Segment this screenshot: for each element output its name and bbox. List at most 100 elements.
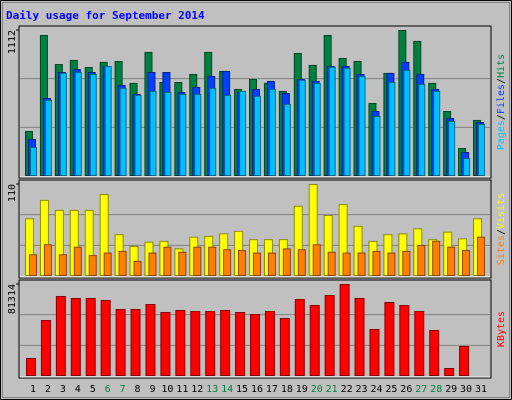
bar	[89, 73, 97, 176]
bar	[283, 103, 291, 176]
x-tick-label: 15	[236, 384, 248, 395]
bar	[115, 308, 126, 376]
legend-separator: /	[496, 229, 507, 235]
legend: Pages/Files/Hits	[496, 54, 507, 150]
bar	[133, 260, 142, 277]
bar	[148, 252, 157, 276]
legend: Sites/Visits	[496, 193, 507, 265]
x-tick-label: 27	[415, 384, 427, 395]
x-tick-label: 14	[221, 384, 233, 395]
bar	[373, 115, 381, 176]
bar	[324, 294, 335, 376]
bar	[388, 81, 396, 176]
bar	[118, 250, 127, 276]
bar	[190, 310, 201, 376]
bar	[70, 297, 81, 376]
y-tick-label: 110	[7, 184, 18, 202]
bar	[372, 250, 381, 276]
bar	[43, 244, 52, 277]
bar	[119, 87, 127, 176]
x-tick-label: 21	[326, 384, 338, 395]
legend-entry: Pages	[496, 120, 507, 150]
bar	[478, 124, 485, 176]
bar	[208, 246, 217, 277]
bar	[254, 95, 261, 176]
x-tick-label: 22	[341, 384, 353, 395]
bar	[433, 90, 441, 176]
legend-entry: Sites	[496, 235, 507, 265]
bar	[103, 252, 112, 276]
x-tick-label: 8	[135, 384, 141, 395]
bar	[267, 252, 276, 276]
bar	[399, 304, 410, 376]
bar	[354, 297, 365, 376]
x-tick-label: 13	[206, 384, 218, 395]
x-tick-label: 7	[120, 384, 126, 395]
bar	[343, 67, 351, 176]
x-tick-label: 6	[105, 384, 111, 395]
x-tick-label: 31	[475, 384, 487, 395]
bar	[30, 146, 37, 176]
bar	[387, 252, 396, 276]
bar	[358, 75, 366, 176]
bar	[462, 250, 471, 276]
bar	[327, 251, 336, 276]
bar	[59, 72, 67, 176]
bar	[253, 252, 261, 276]
bar	[205, 310, 216, 376]
bar	[163, 246, 172, 277]
legend-entry: Hits	[496, 54, 507, 78]
bar	[268, 88, 276, 176]
x-tick-label: 4	[75, 384, 81, 395]
bar	[298, 79, 306, 176]
bar	[235, 311, 246, 377]
x-tick-label: 25	[385, 384, 397, 395]
bar	[282, 248, 291, 276]
bar	[357, 252, 366, 276]
legend-separator: /	[496, 114, 507, 120]
bar	[328, 66, 336, 176]
bar	[145, 303, 156, 377]
x-tick-label: 17	[266, 384, 278, 395]
x-tick-label: 18	[281, 384, 293, 395]
bar	[193, 246, 202, 277]
x-tick-label: 29	[445, 384, 457, 395]
bar	[463, 158, 471, 176]
bar	[414, 310, 425, 376]
x-tick-label: 2	[45, 384, 51, 395]
legend-separator: /	[496, 78, 507, 84]
bar	[477, 236, 485, 276]
bar	[223, 249, 232, 276]
x-tick-label: 11	[176, 384, 188, 395]
bar	[130, 308, 141, 376]
bar	[403, 69, 411, 176]
y-tick-label: 1112	[7, 30, 18, 54]
y-tick-label: 81314	[7, 284, 18, 314]
bar	[220, 309, 231, 377]
bar	[194, 93, 202, 176]
bar	[134, 94, 142, 176]
x-tick-label: 10	[161, 384, 173, 395]
x-tick-label: 3	[60, 384, 66, 395]
legend-entry: KBytes	[496, 311, 507, 347]
bar	[264, 310, 275, 376]
x-tick-label: 23	[356, 384, 368, 395]
legend-entry: Visits	[496, 193, 507, 229]
x-tick-label: 24	[370, 384, 382, 395]
x-tick-label: 30	[460, 384, 472, 395]
x-tick-label: 9	[149, 384, 155, 395]
bar	[44, 99, 52, 176]
bar	[369, 328, 380, 377]
bar	[339, 284, 350, 376]
bar	[160, 311, 171, 377]
legend: KBytes	[496, 311, 507, 347]
bar	[309, 304, 320, 376]
bar	[149, 90, 157, 176]
bar	[432, 240, 441, 276]
bar	[209, 87, 217, 176]
bar	[73, 246, 82, 277]
bar	[459, 345, 470, 377]
bar	[384, 301, 395, 377]
